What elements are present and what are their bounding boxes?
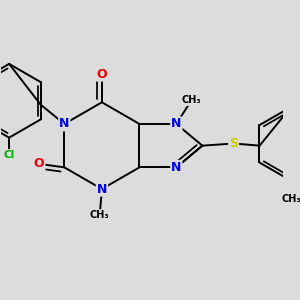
Text: N: N	[59, 118, 70, 130]
Text: CH₃: CH₃	[90, 210, 110, 220]
Text: O: O	[97, 68, 107, 81]
Text: N: N	[97, 182, 107, 196]
Text: O: O	[34, 158, 44, 170]
Text: N: N	[171, 118, 181, 130]
Text: N: N	[171, 161, 181, 174]
Text: CH₃: CH₃	[182, 95, 201, 105]
Text: CH₃: CH₃	[281, 194, 300, 204]
Text: S: S	[229, 137, 238, 150]
Text: Cl: Cl	[4, 150, 15, 160]
